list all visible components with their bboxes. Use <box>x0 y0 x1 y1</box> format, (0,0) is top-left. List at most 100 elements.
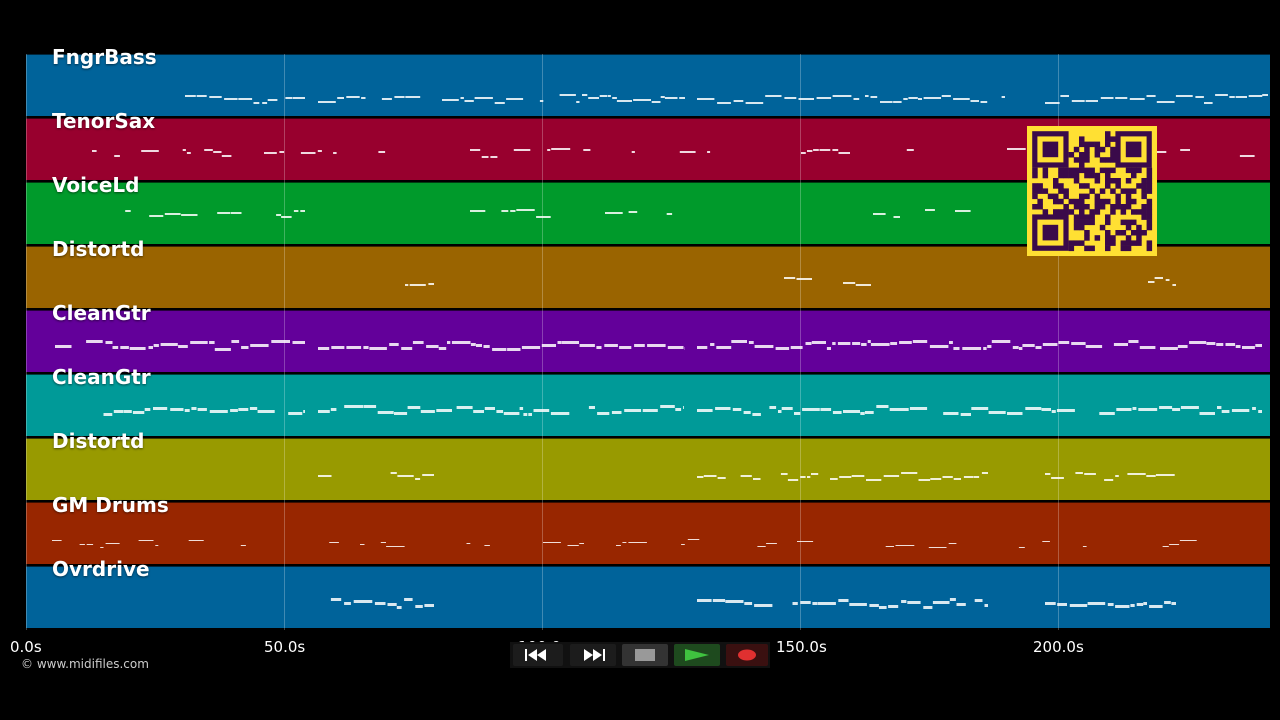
note <box>953 98 970 100</box>
note <box>576 101 580 103</box>
note <box>213 151 222 153</box>
note <box>830 478 838 480</box>
note <box>717 477 726 479</box>
note <box>866 479 882 481</box>
note <box>209 341 215 344</box>
note <box>1075 472 1083 474</box>
record-button[interactable] <box>726 644 768 666</box>
note <box>1099 412 1115 415</box>
note <box>616 545 621 546</box>
note <box>1160 347 1178 350</box>
stop-button[interactable] <box>622 644 668 666</box>
note <box>224 98 238 100</box>
note <box>616 100 632 102</box>
rewind-button[interactable] <box>513 644 563 666</box>
note <box>813 149 819 151</box>
note <box>679 151 696 153</box>
note <box>787 479 799 481</box>
note <box>249 407 258 410</box>
note <box>953 478 961 480</box>
note <box>1130 604 1135 607</box>
note <box>155 545 159 546</box>
note <box>164 213 181 215</box>
note <box>474 97 493 99</box>
note <box>1221 410 1230 413</box>
note <box>476 344 482 347</box>
note <box>473 410 484 413</box>
note <box>103 413 113 416</box>
note <box>579 543 584 544</box>
note <box>800 476 806 478</box>
note <box>92 150 97 152</box>
note <box>1139 346 1156 349</box>
note <box>1204 102 1213 104</box>
note <box>397 475 414 477</box>
note <box>1129 98 1145 100</box>
note <box>923 606 933 609</box>
note <box>1042 541 1050 542</box>
note <box>843 410 860 413</box>
note <box>811 341 826 344</box>
note <box>778 410 782 413</box>
note <box>748 341 754 344</box>
note <box>470 210 486 212</box>
note <box>732 408 742 411</box>
note <box>1115 475 1119 477</box>
note <box>113 410 123 413</box>
note <box>257 410 275 413</box>
note <box>484 407 495 410</box>
track-label-tenorsax: TenorSax <box>52 109 156 133</box>
note <box>745 102 764 104</box>
note <box>1165 279 1170 281</box>
note <box>86 544 94 545</box>
note <box>1045 473 1051 475</box>
note <box>865 95 869 97</box>
play-button[interactable] <box>674 644 720 666</box>
note <box>551 148 571 150</box>
note <box>792 602 798 605</box>
note <box>901 472 918 474</box>
note <box>100 547 104 548</box>
note <box>817 602 836 605</box>
note <box>807 150 813 152</box>
note <box>1115 605 1130 608</box>
note <box>853 98 860 100</box>
note <box>983 347 987 350</box>
note <box>851 475 865 477</box>
note <box>754 345 774 348</box>
note <box>374 602 386 605</box>
note <box>318 410 330 413</box>
note <box>516 209 535 211</box>
copyright-text: © www.midifiles.com <box>21 657 149 671</box>
note <box>170 408 184 411</box>
note <box>923 97 941 99</box>
note <box>550 412 570 415</box>
note <box>1171 602 1176 605</box>
note <box>1082 546 1087 547</box>
note <box>973 476 980 478</box>
note <box>378 151 386 153</box>
note <box>908 97 918 99</box>
note <box>1217 406 1222 409</box>
note <box>346 346 362 349</box>
track-lane-distortd-2 <box>26 438 1270 500</box>
note <box>754 604 773 607</box>
note <box>292 341 305 344</box>
note <box>144 408 151 411</box>
note <box>697 98 715 100</box>
note <box>539 100 544 102</box>
note <box>870 96 878 98</box>
note <box>521 346 541 349</box>
track-label-cleangtr-2: CleanGtr <box>52 365 151 389</box>
fast-forward-button[interactable] <box>570 644 616 666</box>
note <box>790 346 803 349</box>
note <box>843 282 856 284</box>
note <box>716 346 732 349</box>
note <box>1179 540 1197 541</box>
note <box>1216 343 1224 346</box>
note <box>506 98 524 100</box>
note <box>1138 408 1158 411</box>
note <box>888 605 899 608</box>
note <box>775 347 790 350</box>
note <box>253 102 260 104</box>
